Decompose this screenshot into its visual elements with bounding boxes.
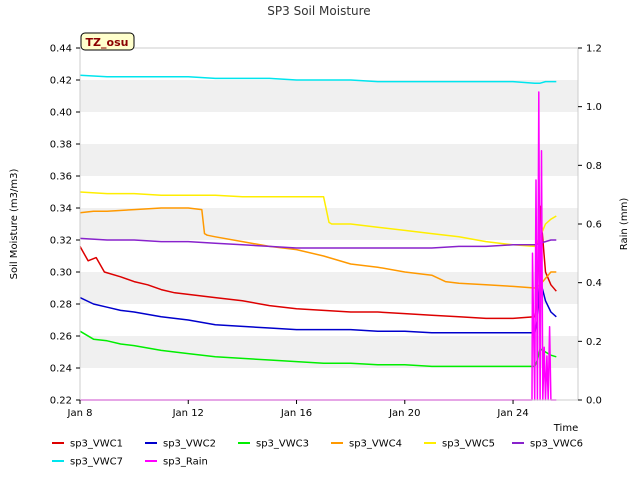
x-tick-label: Jan 8 [67, 408, 93, 419]
y2-axis-ticks: 0.0 0.2 0.4 0.6 0.8 1.0 1.2 [578, 44, 602, 407]
legend: sp3_VWC1 sp3_VWC2 sp3_VWC3 sp3_VWC4 sp3_VWC5… [52, 439, 583, 468]
y2-tick-label: 0.4 [586, 278, 602, 289]
legend-label-sp3_rain: sp3_Rain [163, 457, 208, 468]
x-tick-label: Jan 24 [496, 408, 528, 419]
x-axis-title: Time [553, 423, 578, 434]
y2-tick-label: 0.8 [586, 161, 602, 172]
y-tick-label: 0.24 [50, 364, 72, 375]
y-tick-label: 0.44 [50, 44, 72, 55]
y-axis-ticks: 0.22 0.24 0.26 0.28 0.30 0.32 0.34 0.36 0.38 0.40… [50, 44, 80, 407]
x-tick-label: Jan 12 [172, 408, 204, 419]
y2-tick-label: 0.2 [586, 337, 602, 348]
legend-label-sp3_vwc3: sp3_VWC3 [256, 439, 309, 450]
y2-tick-label: 0.0 [586, 396, 602, 407]
y-tick-label: 0.30 [50, 268, 72, 279]
series-line-sp3_vwc7 [79, 74, 557, 84]
y-tick-label: 0.42 [50, 76, 72, 87]
grid-band [80, 272, 578, 304]
x-tick-label: Jan 16 [280, 408, 312, 419]
legend-label-sp3_vwc4: sp3_VWC4 [349, 439, 402, 450]
y-tick-label: 0.28 [50, 300, 72, 311]
station-badge-label: TZ_osu [86, 36, 129, 49]
legend-label-sp3_vwc2: sp3_VWC2 [163, 439, 216, 450]
station-badge: TZ_osu [80, 32, 135, 51]
y2-tick-label: 1.0 [586, 102, 602, 113]
y2-tick-label: 0.6 [586, 220, 602, 231]
y2-tick-label: 1.2 [586, 44, 602, 55]
series-line-sp3_vwc4 [79, 207, 557, 289]
y-tick-label: 0.40 [50, 108, 72, 119]
y-tick-label: 0.36 [50, 172, 72, 183]
station-badge-box [80, 32, 135, 51]
x-tick-label: Jan 20 [388, 408, 420, 419]
grid-band [80, 144, 578, 176]
series-line-sp3_vwc1 [79, 205, 557, 320]
legend-label-sp3_vwc5: sp3_VWC5 [442, 439, 495, 450]
y-tick-label: 0.32 [50, 236, 72, 247]
y-tick-label: 0.22 [50, 396, 72, 407]
grid-bands [80, 80, 578, 368]
chart-title: SP3 Soil Moisture [267, 4, 370, 18]
legend-label-sp3_vwc7: sp3_VWC7 [70, 457, 123, 468]
grid-band [80, 208, 578, 240]
y-tick-label: 0.26 [50, 332, 72, 343]
y-axis-title: Soil Moisture (m3/m3) [9, 169, 20, 280]
legend-label-sp3_vwc1: sp3_VWC1 [70, 439, 123, 450]
legend-label-sp3_vwc6: sp3_VWC6 [530, 439, 583, 450]
y-tick-label: 0.38 [50, 140, 72, 151]
y-tick-label: 0.34 [50, 204, 72, 215]
x-axis-ticks: Jan 8 Jan 12 Jan 16 Jan 20 Jan 24 [67, 400, 529, 419]
grid-band [80, 80, 578, 112]
y2-axis-title: Rain (mm) [619, 198, 630, 251]
